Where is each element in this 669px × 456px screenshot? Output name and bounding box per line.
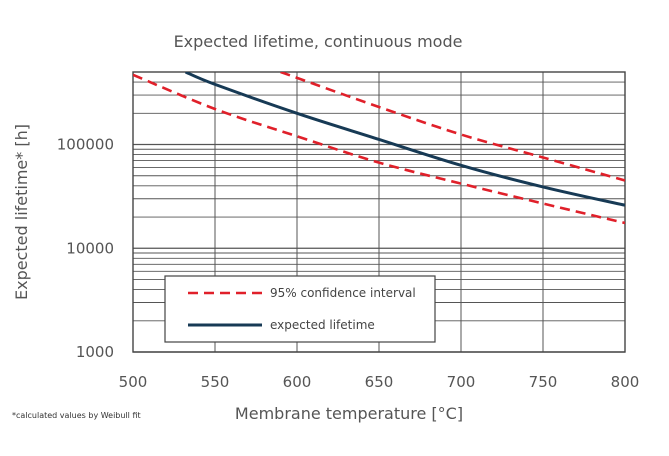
- legend-box: [164, 275, 436, 343]
- x-tick-label: 550: [201, 373, 230, 391]
- legend-label-expected: expected lifetime: [270, 318, 375, 332]
- x-tick-label: 500: [119, 373, 148, 391]
- series-layer: [133, 72, 625, 225]
- legend-label-confidence: 95% confidence interval: [270, 286, 416, 300]
- x-tick-label: 800: [611, 373, 640, 391]
- y-tick-label: 1000: [76, 343, 114, 361]
- x-axis-label: Membrane temperature [°C]: [235, 404, 463, 423]
- series-line-2: [184, 72, 625, 207]
- y-tick-labels: 1000 10000 100000: [57, 136, 114, 361]
- plot-area: [132, 71, 626, 353]
- y-axis-label: Expected lifetime* [h]: [12, 124, 31, 300]
- footnote: *calculated values by Weibull fit: [12, 411, 141, 420]
- legend: 95% confidence interval expected lifetim…: [164, 275, 436, 343]
- y-tick-label: 100000: [57, 136, 114, 154]
- x-tick-label: 750: [529, 373, 558, 391]
- x-tick-labels: 500 550 600 650 700 750 800: [119, 373, 640, 391]
- series-line-1: [133, 73, 625, 225]
- x-tick-label: 650: [365, 373, 394, 391]
- x-tick-label: 600: [283, 373, 312, 391]
- x-tick-label: 700: [447, 373, 476, 391]
- series-line-0: [280, 72, 625, 182]
- y-tick-label: 10000: [66, 239, 114, 257]
- chart-title: Expected lifetime, continuous mode: [174, 32, 463, 51]
